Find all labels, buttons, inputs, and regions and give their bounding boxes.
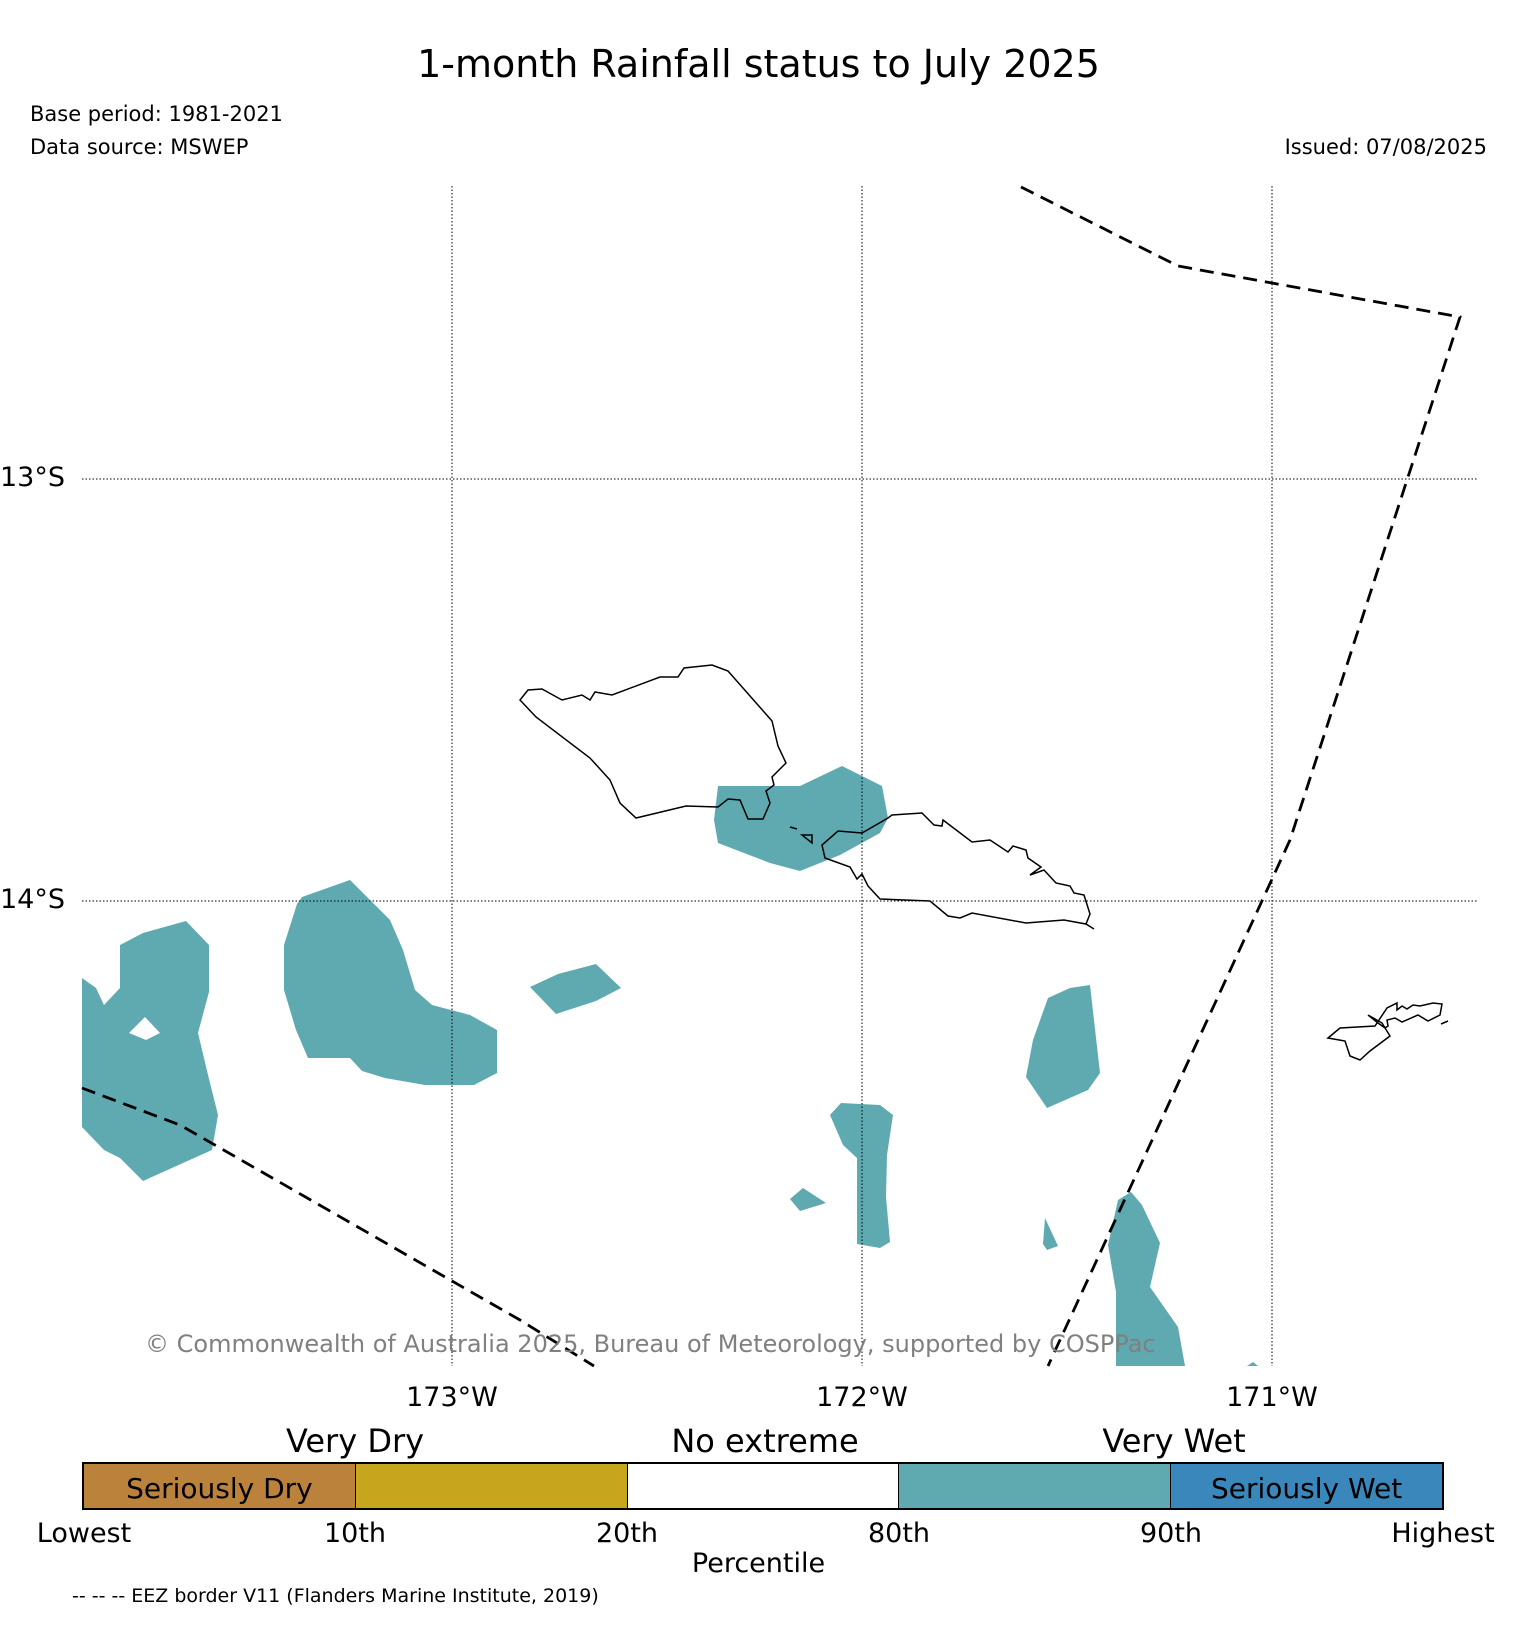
category-very-dry: Very Dry: [285, 1422, 425, 1460]
wet-region-small-1: [530, 964, 621, 1014]
lat-label-14s: 14°S: [0, 884, 65, 915]
eez-border-south-west: [81, 1086, 595, 1368]
tick-90th: 90th: [1139, 1518, 1203, 1549]
wet-region-east-1: [1026, 985, 1100, 1108]
segment-no-extreme: [627, 1464, 900, 1508]
category-very-wet: Very Wet: [1102, 1422, 1246, 1460]
wet-region-south-1: [830, 1103, 893, 1248]
segment-label-seriously-wet: Seriously Wet: [1210, 1472, 1403, 1505]
islet-coastline: [799, 834, 813, 845]
percentile-axis-label: Percentile: [691, 1548, 826, 1579]
very-wet-regions: [82, 766, 1258, 1366]
dry-hole: [129, 1017, 160, 1040]
savaii-coastline: [519, 664, 787, 820]
graticule: [82, 186, 1477, 1366]
wet-region-west: [82, 921, 218, 1181]
copyright-notice: © Commonwealth of Australia 2025, Bureau…: [145, 1330, 1156, 1358]
issued-date: Issued: 07/08/2025: [1284, 135, 1487, 159]
segment-very-wet: [899, 1464, 1172, 1508]
lat-label-13s: 13°S: [0, 462, 65, 493]
wet-region-small-2: [790, 1188, 826, 1211]
coastlines: [519, 664, 1449, 1061]
eez-borders: [81, 185, 1462, 1368]
tutuila-coastline: [1326, 1001, 1443, 1061]
eez-border-north-east: [1020, 185, 1462, 1367]
islet-dash: [789, 826, 798, 830]
percentile-colorbar: Seriously Dry Seriously Wet: [82, 1462, 1444, 1510]
category-no-extreme: No extreme: [671, 1422, 859, 1460]
map-title: 1-month Rainfall status to July 2025: [417, 42, 1100, 86]
base-period: Base period: 1981-2021: [30, 102, 283, 126]
eez-border-note: -- -- -- EEZ border V11 (Flanders Marine…: [72, 1585, 599, 1607]
tick-10th: 10th: [323, 1518, 387, 1549]
wet-region-small-3: [1043, 1218, 1058, 1250]
lon-label-171w: 171°W: [1226, 1382, 1318, 1413]
tick-lowest: Lowest: [36, 1518, 132, 1549]
lon-label-172w: 172°W: [816, 1382, 908, 1413]
segment-seriously-dry: Seriously Dry: [84, 1464, 356, 1508]
upolu-coastline: [821, 812, 1091, 925]
tick-20th: 20th: [595, 1518, 659, 1549]
wet-region-small-4: [1247, 1362, 1258, 1366]
wet-region-savaii-upolu: [714, 766, 888, 871]
tick-80th: 80th: [867, 1518, 931, 1549]
upolu-tip: [1085, 923, 1095, 930]
segment-very-dry: [355, 1464, 628, 1508]
tick-highest: Highest: [1391, 1518, 1495, 1549]
tutuila-tip: [1440, 1020, 1449, 1025]
data-source: Data source: MSWEP: [30, 135, 249, 159]
segment-label-seriously-dry: Seriously Dry: [126, 1472, 313, 1505]
wet-region-south-east: [1108, 1192, 1185, 1366]
lon-label-173w: 173°W: [406, 1382, 498, 1413]
wet-region-west-center: [284, 880, 497, 1085]
segment-seriously-wet: Seriously Wet: [1171, 1464, 1442, 1508]
